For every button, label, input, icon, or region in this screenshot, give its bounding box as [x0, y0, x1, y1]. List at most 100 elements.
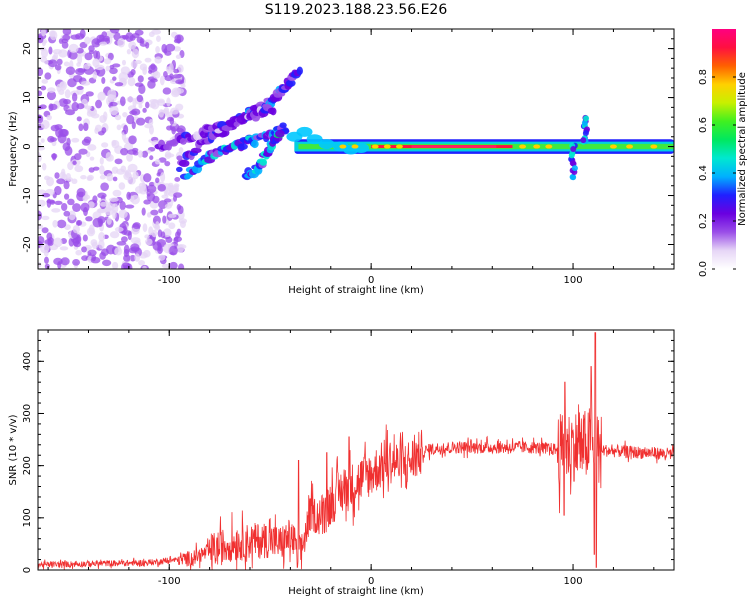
noise-blob — [60, 257, 70, 266]
noise-blob — [70, 34, 81, 40]
chirp-blob — [279, 122, 287, 129]
noise-blob — [137, 75, 144, 83]
burst-blob — [569, 160, 576, 167]
noise-blob — [175, 54, 182, 60]
noise-blob — [38, 141, 42, 147]
chirp-blob — [275, 129, 285, 138]
noise-blob — [78, 148, 88, 155]
noise-blob — [168, 222, 176, 230]
noise-blob — [165, 236, 173, 243]
burst-blob — [582, 130, 589, 137]
noise-blob — [114, 226, 124, 232]
noise-blob — [105, 65, 111, 72]
tone-bead — [626, 144, 634, 149]
noise-blob — [162, 215, 167, 224]
noise-blob — [157, 245, 163, 255]
noise-blob — [58, 98, 68, 107]
noise-blob — [127, 163, 138, 173]
plot-frame — [37, 329, 675, 571]
noise-blob — [109, 105, 119, 116]
noise-blob — [158, 157, 167, 163]
tone-bead — [351, 144, 359, 149]
noise-blob — [56, 83, 62, 93]
noise-blob — [136, 94, 144, 103]
noise-blob — [121, 59, 127, 66]
colorbar-tick-label: 0.0 — [698, 261, 709, 277]
noise-blob — [149, 102, 157, 109]
plot-frame — [37, 28, 675, 270]
chirp-blob — [178, 159, 190, 168]
noise-blob — [98, 231, 106, 242]
snr-line — [38, 332, 674, 570]
noise-blob — [77, 54, 83, 65]
noise-blob — [105, 151, 112, 161]
noise-blob — [87, 144, 97, 151]
tone-bead — [383, 144, 391, 149]
noise-blob — [164, 203, 172, 209]
noise-blob — [141, 207, 146, 216]
noise-blob — [107, 89, 117, 99]
chirp-blob — [270, 107, 277, 116]
y-tick-label: 0 — [22, 567, 33, 573]
y-tick-label: 20 — [22, 42, 33, 55]
noise-blob — [122, 112, 128, 118]
noise-blob — [53, 257, 63, 266]
noise-blob — [87, 249, 97, 257]
noise-blob — [172, 74, 182, 79]
noise-blob — [143, 173, 152, 183]
noise-blob — [82, 234, 88, 242]
noise-blob — [62, 34, 71, 41]
noise-blob — [142, 223, 148, 233]
noise-blob — [112, 76, 117, 81]
noise-blob — [38, 67, 44, 77]
noise-blob — [83, 63, 91, 70]
noise-blob — [100, 201, 108, 207]
noise-blob — [144, 123, 154, 129]
noise-blob — [46, 176, 55, 187]
noise-blob — [126, 96, 134, 103]
chirp-blob — [237, 143, 248, 150]
noise-blob — [101, 142, 109, 148]
noise-blob — [72, 259, 81, 266]
noise-blob — [38, 261, 42, 268]
noise-blob — [44, 263, 50, 269]
burst-blob — [569, 174, 576, 181]
noise-blob — [128, 41, 137, 50]
noise-blob — [173, 46, 182, 52]
noise-blob — [84, 36, 91, 45]
noise-blob — [87, 174, 94, 181]
noise-blob — [176, 244, 185, 253]
noise-blob — [173, 192, 183, 198]
noise-blob — [160, 231, 166, 239]
noise-blob — [158, 208, 164, 214]
noise-blob — [146, 184, 157, 194]
noise-blob — [109, 67, 118, 75]
noise-blob — [38, 224, 44, 230]
noise-blob — [93, 50, 98, 59]
noise-blob — [72, 225, 80, 234]
x-tick-label: -100 — [158, 275, 181, 286]
chirp-blob — [285, 79, 296, 87]
noise-blob — [166, 97, 171, 107]
noise-blob — [132, 171, 139, 180]
noise-blob — [164, 153, 175, 158]
noise-blob — [88, 224, 95, 235]
noise-blob — [118, 71, 129, 82]
noise-blob — [150, 63, 156, 70]
noise-blob — [169, 261, 178, 269]
noise-blob — [76, 116, 82, 122]
x-tick-label: 100 — [564, 275, 583, 286]
noise-blob — [97, 216, 106, 224]
noise-blob — [62, 142, 71, 152]
noise-blob — [58, 128, 68, 137]
noise-blob — [109, 101, 118, 107]
noise-blob — [66, 177, 74, 182]
noise-blob — [142, 265, 147, 269]
noise-blob — [76, 220, 83, 226]
noise-blob — [171, 126, 176, 135]
noise-blob — [128, 135, 137, 145]
noise-blob — [150, 209, 159, 216]
noise-blob — [120, 148, 129, 156]
y-tick-label: 100 — [22, 508, 33, 527]
